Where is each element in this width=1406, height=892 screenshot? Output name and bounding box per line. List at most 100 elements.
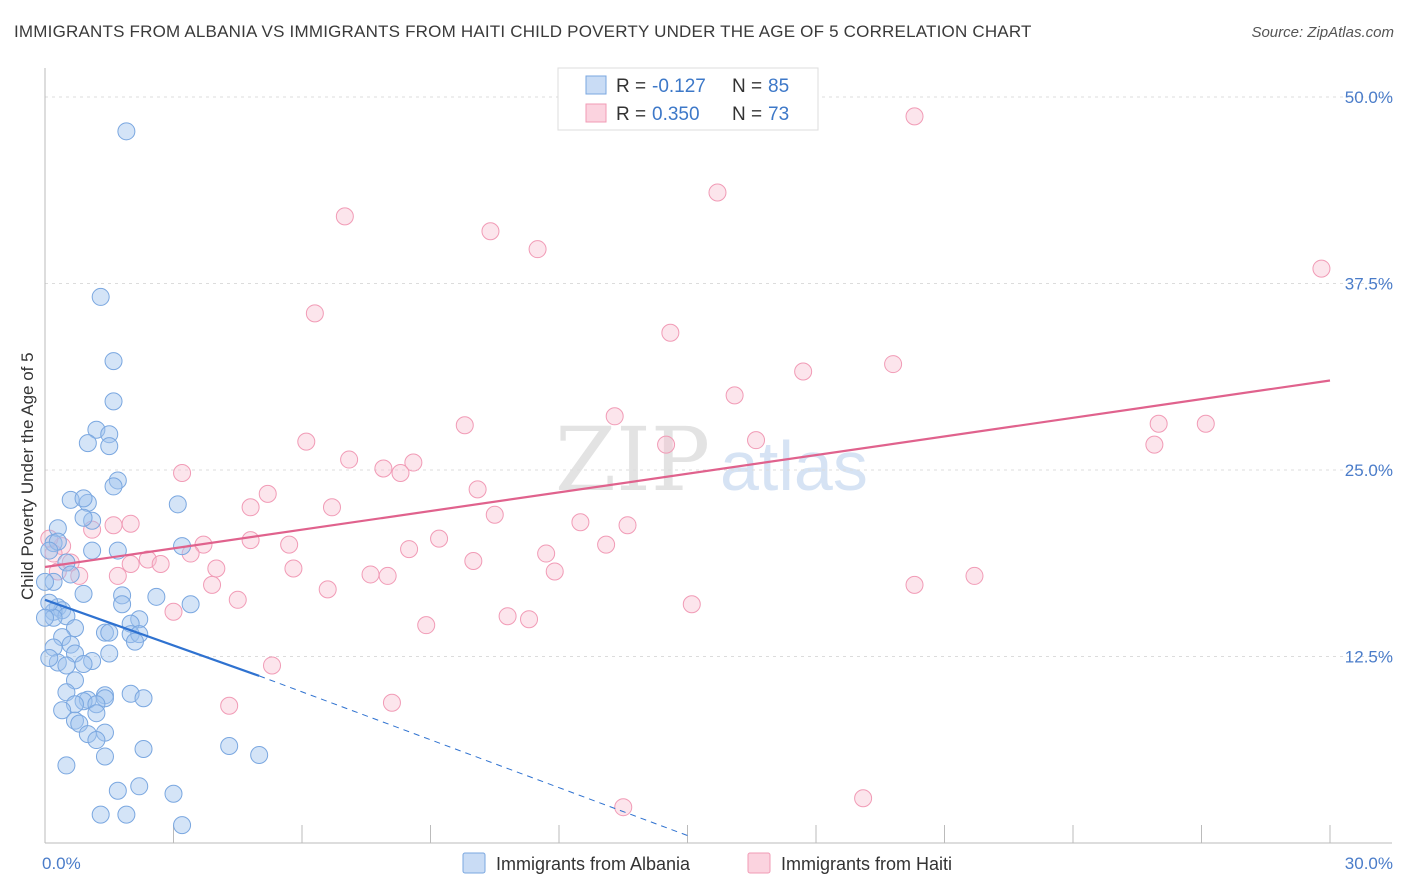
series-legend: Immigrants from Albania Immigrants from … <box>462 852 952 874</box>
haiti-point <box>605 407 624 426</box>
haiti-point <box>263 656 282 675</box>
albania-point <box>113 595 132 614</box>
haiti-point <box>374 459 393 478</box>
haiti-point <box>708 183 727 202</box>
haiti-point <box>498 607 517 626</box>
y-tick-labels: 12.5% 25.0% 37.5% 50.0% <box>1345 88 1393 667</box>
albania-point <box>100 623 119 642</box>
albania-point <box>108 781 127 800</box>
albania-point <box>91 805 110 824</box>
albania-swatch <box>585 75 607 95</box>
albania-n-label: N = <box>732 76 762 97</box>
legend-albania-label: Immigrants from Albania <box>496 854 691 874</box>
haiti-point <box>614 798 633 817</box>
albania-trend-line <box>44 598 260 677</box>
albania-point <box>74 508 93 527</box>
albania-point <box>130 610 149 629</box>
haiti-point <box>164 602 183 621</box>
haiti-point <box>400 540 419 559</box>
watermark-zip: ZIP <box>555 408 710 511</box>
haiti-point <box>318 580 337 599</box>
albania-point <box>104 477 123 496</box>
albania-point <box>40 541 59 560</box>
haiti-point <box>258 484 277 503</box>
albania-point <box>61 490 80 509</box>
haiti-point <box>854 789 873 808</box>
haiti-point <box>481 222 500 241</box>
trend-lines <box>44 379 1331 837</box>
y-tick-label: 25.0% <box>1345 461 1393 480</box>
haiti-point <box>1149 414 1168 433</box>
y-tick-label: 37.5% <box>1345 275 1393 294</box>
haiti-point <box>108 566 127 585</box>
haiti-point <box>747 431 766 450</box>
albania-point <box>44 638 63 657</box>
axes <box>44 68 1392 844</box>
haiti-point <box>297 432 316 451</box>
haiti-point <box>725 386 744 405</box>
albania-point <box>95 747 114 766</box>
albania-trend-extension <box>258 675 688 837</box>
haiti-point <box>305 304 324 323</box>
albania-point <box>40 648 59 667</box>
haiti-point <box>905 107 924 126</box>
haiti-point <box>661 323 680 342</box>
haiti-point <box>378 566 397 585</box>
haiti-point <box>121 554 140 573</box>
albania-point <box>125 632 144 651</box>
albania-point <box>173 816 192 835</box>
haiti-n-label: N = <box>732 104 762 125</box>
albania-point <box>74 489 93 508</box>
albania-point <box>147 587 166 606</box>
haiti-trend-line <box>44 379 1331 569</box>
albania-point <box>117 805 136 824</box>
y-tick-label: 50.0% <box>1345 88 1393 107</box>
albania-point <box>87 731 106 750</box>
haiti-point <box>228 590 247 609</box>
haiti-point <box>391 463 410 482</box>
legend-haiti-label: Immigrants from Haiti <box>781 854 952 874</box>
haiti-point <box>121 514 140 533</box>
albania-point <box>57 656 76 675</box>
albania-point <box>36 608 54 627</box>
albania-point <box>104 392 123 411</box>
albania-point <box>53 701 72 720</box>
y-tick-label: 12.5% <box>1345 648 1393 667</box>
haiti-point <box>597 535 616 554</box>
albania-point <box>91 287 110 306</box>
series-haiti-points <box>40 107 1331 817</box>
albania-point <box>168 495 187 514</box>
haiti-point <box>1145 435 1164 454</box>
albania-point <box>100 644 119 663</box>
albania-point <box>61 635 80 654</box>
haiti-point <box>537 544 556 563</box>
albania-point <box>57 756 76 775</box>
albania-point <box>130 777 149 796</box>
legend-albania-swatch <box>462 852 486 874</box>
albania-point <box>104 352 123 371</box>
albania-point <box>61 565 80 584</box>
series-albania-points <box>36 122 269 835</box>
haiti-point <box>104 516 123 535</box>
haiti-point <box>220 696 239 715</box>
albania-r-value: -0.127 <box>652 76 706 97</box>
haiti-point <box>284 559 303 578</box>
albania-point <box>181 595 200 614</box>
albania-r-label: R = <box>616 76 646 97</box>
haiti-n-value: 73 <box>768 104 789 125</box>
haiti-point <box>173 463 192 482</box>
haiti-point <box>335 207 354 226</box>
albania-point <box>220 737 239 756</box>
haiti-point <box>203 575 222 594</box>
albania-point <box>48 519 67 538</box>
haiti-point <box>280 535 299 554</box>
haiti-point <box>682 595 701 614</box>
haiti-point <box>382 693 401 712</box>
chart-title: IMMIGRANTS FROM ALBANIA VS IMMIGRANTS FR… <box>14 22 1032 41</box>
source-label: Source: ZipAtlas.com <box>1251 24 1394 41</box>
albania-point <box>134 689 153 708</box>
haiti-point <box>404 453 423 472</box>
haiti-point <box>528 240 547 259</box>
albania-point <box>74 584 93 603</box>
